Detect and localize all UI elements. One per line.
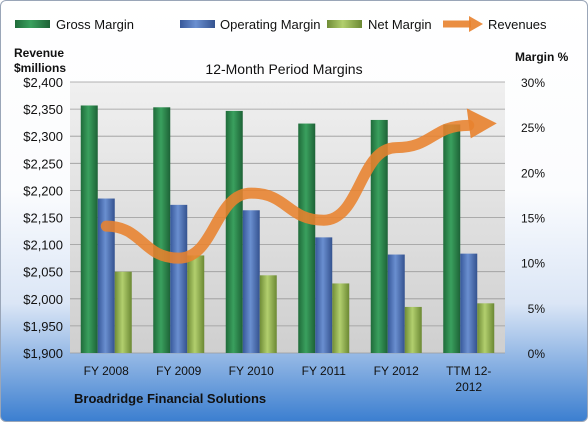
bar-gross-margin-fy-2012 (370, 119, 388, 353)
right-axis-title: Margin % (515, 50, 569, 64)
legend-swatch-net-margin (327, 20, 362, 28)
bar-operating-margin-fy-2010 (242, 210, 260, 353)
right-tick-label: 5% (528, 302, 546, 316)
category-label: TTM 12- (446, 364, 491, 378)
bar-net-margin-ttm-12-2012 (477, 303, 495, 353)
legend-item-gross-margin: Gross Margin (15, 17, 134, 32)
legend-item-revenues: Revenues (443, 16, 547, 32)
legend: Gross Margin Operating Margin Net Margin… (15, 16, 547, 32)
category-labels: FY 2008 FY 2009 FY 2010 FY 2011 FY 2012 TTM 1… (84, 364, 492, 394)
revenues-arrowhead-icon (466, 108, 497, 139)
right-tick-label: 30% (521, 76, 545, 90)
legend-label-operating-margin: Operating Margin (220, 17, 320, 32)
legend-item-net-margin: Net Margin (327, 17, 432, 32)
left-axis-title-line2: $millions (14, 61, 66, 75)
right-tick-label: 25% (521, 121, 545, 135)
revenue-line-layer (100, 108, 497, 264)
left-tick-label: $2,100 (23, 238, 63, 253)
bar-gross-margin-fy-2010 (225, 110, 243, 353)
right-tick-label: 0% (528, 347, 546, 361)
bars-layer (80, 105, 495, 353)
right-axis-ticks: 0% 5% 10% 15% 20% 25% 30% (521, 76, 545, 361)
category-label: FY 2012 (374, 364, 419, 378)
bar-operating-margin-fy-2011 (315, 237, 333, 353)
revenues-line (100, 119, 475, 264)
legend-swatch-gross-margin (15, 20, 50, 28)
right-tick-label: 20% (521, 166, 545, 180)
bar-gross-margin-fy-2011 (298, 123, 316, 353)
left-axis-title-line1: Revenue (14, 46, 64, 60)
bar-net-margin-fy-2008 (114, 271, 132, 353)
legend-label-revenues: Revenues (488, 17, 547, 32)
left-tick-label: $2,000 (23, 292, 63, 307)
left-axis-ticks: $1,900 $1,950 $2,000 $2,050 $2,100 $2,150 $2,2… (23, 75, 63, 361)
bar-operating-margin-fy-2012 (387, 254, 405, 353)
left-tick-label: $2,400 (23, 75, 63, 90)
left-tick-label: $1,950 (23, 319, 63, 334)
category-label: FY 2010 (229, 364, 274, 378)
left-tick-label: $2,150 (23, 211, 63, 226)
left-tick-label: $1,900 (23, 346, 63, 361)
bar-net-margin-fy-2012 (404, 306, 422, 353)
legend-arrowhead-icon (469, 16, 483, 32)
category-label: 2012 (455, 380, 482, 394)
category-label: FY 2008 (84, 364, 129, 378)
legend-label-gross-margin: Gross Margin (56, 17, 134, 32)
bar-net-margin-fy-2011 (332, 283, 350, 353)
right-tick-label: 10% (521, 257, 545, 271)
category-label: FY 2011 (302, 364, 347, 378)
right-tick-label: 15% (521, 212, 545, 226)
bar-operating-margin-fy-2008 (97, 198, 115, 353)
left-tick-label: $2,300 (23, 129, 63, 144)
left-tick-label: $2,350 (23, 102, 63, 117)
legend-swatch-operating-margin (180, 20, 215, 28)
category-label: FY 2009 (156, 364, 201, 378)
bar-operating-margin-ttm-12-2012 (460, 253, 478, 353)
legend-item-operating-margin: Operating Margin (180, 17, 320, 32)
left-tick-label: $2,050 (23, 265, 63, 280)
bar-gross-margin-fy-2009 (153, 107, 171, 353)
bar-net-margin-fy-2009 (187, 255, 205, 353)
legend-label-net-margin: Net Margin (368, 17, 432, 32)
left-tick-label: $2,250 (23, 156, 63, 171)
left-tick-label: $2,200 (23, 183, 63, 198)
bar-operating-margin-fy-2009 (170, 204, 188, 353)
bar-gross-margin-fy-2008 (80, 105, 98, 353)
chart-title: 12-Month Period Margins (205, 61, 362, 77)
bar-gross-margin-ttm-12-2012 (443, 124, 461, 353)
company-name: Broadridge Financial Solutions (74, 391, 266, 406)
bar-net-margin-fy-2010 (259, 275, 277, 353)
